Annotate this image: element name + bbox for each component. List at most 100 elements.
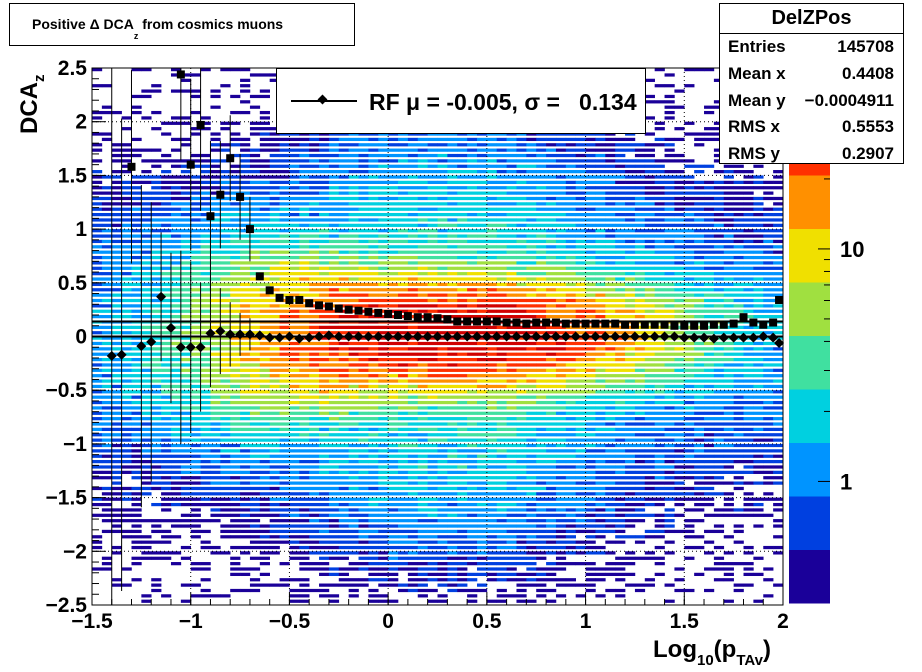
heatmap-cell — [358, 288, 369, 292]
heatmap-cell — [279, 454, 290, 458]
heatmap-cell — [506, 304, 517, 308]
heatmap-cell — [437, 341, 448, 346]
heatmap-cell — [644, 497, 655, 501]
heatmap-cell — [200, 400, 211, 405]
heatmap-cell — [259, 411, 270, 415]
heatmap-cell — [378, 502, 389, 507]
heatmap-cell — [447, 529, 458, 534]
heatmap-cell — [486, 379, 498, 383]
heatmap-cell — [319, 304, 330, 308]
heatmap-cell — [516, 492, 527, 496]
heatmap-cell — [289, 508, 300, 512]
heatmap-cell — [249, 229, 261, 233]
heatmap-cell — [269, 411, 280, 415]
heatmap-cell — [259, 121, 270, 125]
heatmap-cell — [467, 433, 478, 437]
heatmap-cell — [190, 315, 201, 319]
heatmap-cell — [516, 508, 527, 512]
heatmap-cell — [378, 137, 389, 142]
heatmap-cell — [220, 524, 231, 528]
heatmap-cell — [348, 357, 359, 362]
heatmap-cell — [467, 556, 478, 560]
heatmap-cell — [259, 572, 270, 577]
heatmap-cell — [161, 245, 172, 249]
heatmap-cell — [516, 588, 527, 593]
heatmap-cell — [240, 486, 251, 491]
heatmap-cell — [506, 556, 517, 560]
heatmap-cell — [398, 239, 409, 244]
heatmap-cell — [230, 374, 241, 378]
heatmap-cell — [161, 282, 172, 287]
heatmap-cell — [427, 153, 438, 158]
heatmap-cell — [378, 315, 389, 319]
heatmap-cell — [437, 153, 448, 158]
heatmap-cell — [151, 583, 162, 587]
heatmap-cell — [180, 460, 192, 464]
heatmap-cell — [526, 159, 537, 163]
heatmap-cell — [111, 239, 122, 244]
heatmap-cell — [190, 357, 201, 362]
heatmap-cell — [92, 282, 103, 287]
heatmap-cell — [151, 288, 162, 292]
heatmap-cell — [536, 502, 547, 507]
heatmap-cell — [486, 255, 498, 260]
heatmap-cell — [319, 186, 330, 190]
heatmap-cell — [92, 84, 103, 88]
heatmap-cell — [161, 250, 172, 254]
heatmap-cell — [348, 234, 359, 238]
heatmap-cell — [92, 535, 103, 539]
heatmap-cell — [585, 304, 596, 308]
heatmap-cell — [358, 395, 369, 399]
heatmap-cell — [378, 562, 389, 566]
heatmap-cell — [111, 379, 122, 383]
heatmap-cell — [338, 293, 349, 297]
heatmap-cell — [398, 395, 409, 399]
heatmap-cell — [516, 357, 527, 362]
heatmap-cell — [388, 519, 399, 523]
heatmap-cell — [486, 331, 498, 335]
heatmap-cell — [319, 535, 330, 539]
heatmap-cell — [249, 175, 261, 179]
heatmap-cell — [170, 438, 182, 442]
heatmap-cell — [259, 368, 270, 372]
heatmap-cell — [151, 84, 162, 88]
heatmap-cell — [565, 309, 576, 313]
heatmap-cell — [605, 148, 616, 152]
heatmap-cell — [565, 331, 576, 335]
heatmap-cell — [111, 476, 122, 480]
heatmap-cell — [526, 519, 537, 523]
heatmap-cell — [407, 341, 419, 346]
heatmap-cell — [388, 384, 399, 389]
heatmap-cell — [170, 486, 182, 491]
heatmap-cell — [398, 170, 409, 174]
heatmap-cell — [457, 288, 468, 292]
heatmap-cell — [378, 417, 389, 421]
heatmap-cell — [279, 137, 290, 142]
heatmap-cell — [141, 486, 152, 491]
heatmap-cell — [427, 422, 438, 426]
heatmap-cell — [605, 196, 616, 201]
heatmap-cell — [368, 406, 379, 410]
heatmap-cell — [328, 411, 340, 415]
heatmap-cell — [378, 153, 389, 158]
heatmap-cell — [220, 218, 231, 222]
heatmap-cell — [378, 443, 389, 448]
heatmap-cell — [555, 357, 567, 362]
heatmap-cell — [92, 245, 103, 249]
heatmap-cell — [605, 406, 616, 410]
heatmap-cell — [486, 529, 498, 534]
heatmap-cell — [151, 331, 162, 335]
heatmap-cell — [249, 341, 261, 346]
heatmap-cell — [526, 449, 537, 453]
heatmap-cell — [289, 223, 300, 227]
heatmap-cell — [536, 186, 547, 190]
heatmap-cell — [348, 368, 359, 372]
heatmap-cell — [437, 164, 448, 168]
heatmap-cell — [279, 293, 290, 297]
heatmap-cell — [605, 282, 616, 287]
heatmap-cell — [605, 143, 616, 147]
heatmap-cell — [615, 384, 626, 389]
heatmap-cell — [269, 443, 280, 448]
heatmap-cell — [319, 325, 330, 329]
heatmap-cell — [427, 341, 438, 346]
